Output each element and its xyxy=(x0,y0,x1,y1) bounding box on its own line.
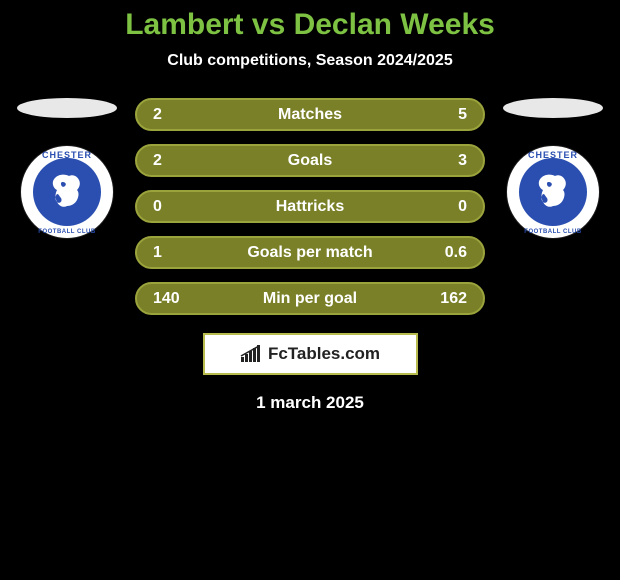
stat-right-value: 3 xyxy=(427,152,467,170)
stat-row: 2 Matches 5 xyxy=(135,98,485,131)
brand-text: FcTables.com xyxy=(268,344,380,364)
club-badge-inner xyxy=(33,158,101,226)
stat-label: Min per goal xyxy=(193,290,427,308)
stat-row: 1 Goals per match 0.6 xyxy=(135,236,485,269)
stat-left-value: 2 xyxy=(153,106,193,124)
left-player-col: CHESTER FOOTBALL CLUB xyxy=(17,98,117,238)
club-badge-inner xyxy=(519,158,587,226)
stat-right-value: 162 xyxy=(427,290,467,308)
stat-right-value: 0 xyxy=(427,198,467,216)
stat-left-value: 0 xyxy=(153,198,193,216)
page-subtitle: Club competitions, Season 2024/2025 xyxy=(0,52,620,70)
club-badge-left: CHESTER FOOTBALL CLUB xyxy=(21,146,113,238)
stat-right-value: 5 xyxy=(427,106,467,124)
stat-label: Goals per match xyxy=(193,244,427,262)
club-name-bottom: FOOTBALL CLUB xyxy=(38,229,95,235)
stat-label: Hattricks xyxy=(193,198,427,216)
player-right-silhouette xyxy=(503,98,603,118)
stat-label: Goals xyxy=(193,152,427,170)
page-title: Lambert vs Declan Weeks xyxy=(0,8,620,42)
player-left-silhouette xyxy=(17,98,117,118)
stat-right-value: 0.6 xyxy=(427,244,467,262)
lion-icon xyxy=(529,168,577,216)
club-badge-right: CHESTER FOOTBALL CLUB xyxy=(507,146,599,238)
date-label: 1 march 2025 xyxy=(0,393,620,413)
stat-label: Matches xyxy=(193,106,427,124)
stat-left-value: 140 xyxy=(153,290,193,308)
right-player-col: CHESTER FOOTBALL CLUB xyxy=(503,98,603,238)
comparison-content: CHESTER FOOTBALL CLUB 2 Matches 5 2 Goal… xyxy=(0,98,620,315)
stat-row: 140 Min per goal 162 xyxy=(135,282,485,315)
lion-icon xyxy=(43,168,91,216)
club-name-bottom: FOOTBALL CLUB xyxy=(524,229,581,235)
stat-row: 2 Goals 3 xyxy=(135,144,485,177)
stats-column: 2 Matches 5 2 Goals 3 0 Hattricks 0 1 Go… xyxy=(135,98,485,315)
brand-logo-box: FcTables.com xyxy=(203,333,418,375)
stat-row: 0 Hattricks 0 xyxy=(135,190,485,223)
stat-left-value: 2 xyxy=(153,152,193,170)
bar-chart-icon xyxy=(240,345,262,363)
stat-left-value: 1 xyxy=(153,244,193,262)
